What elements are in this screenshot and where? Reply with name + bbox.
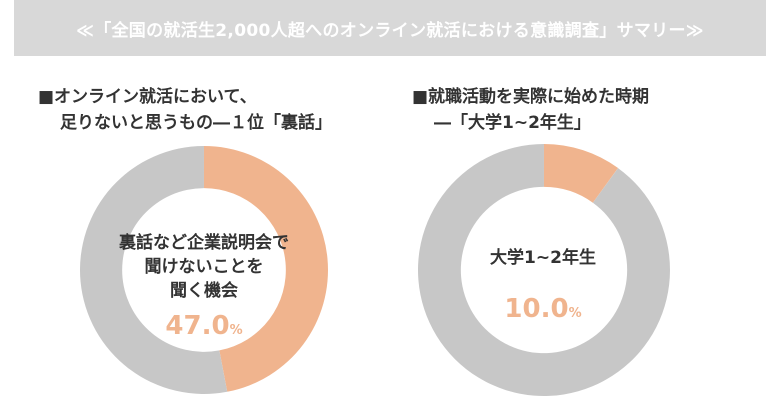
right-center-line-1: 大学1~2年生: [490, 248, 596, 268]
right-percentage-label: 10.0%: [432, 294, 654, 329]
left-percentage-value: 47.0: [165, 311, 230, 341]
left-percentage-unit: %: [229, 323, 243, 338]
left-center-line-1: 裏話など企業説明会で: [119, 233, 289, 253]
left-center-line-2: 聞けないことを: [144, 257, 264, 277]
left-chart-heading: ■オンライン就活において、 足りないと思うもの―１位「裏話」: [38, 84, 332, 136]
left-donut-chart: [79, 146, 329, 394]
right-heading-line-1: ■就職活動を実際に始めた時期: [412, 87, 650, 107]
right-percentage-unit: %: [568, 306, 582, 321]
right-percentage-value: 10.0: [504, 294, 569, 324]
left-chart-center-label: 裏話など企業説明会で 聞けないことを 聞く機会 47.0%: [96, 231, 312, 346]
left-center-line-3: 聞く機会: [170, 281, 238, 301]
remainder-slice: [79, 146, 228, 394]
remainder-slice: [418, 144, 670, 397]
highlight-slice: [544, 144, 619, 203]
banner-title: ≪「全国の就活生2,000人超へのオンライン就活における意識調査」サマリー≫: [76, 20, 704, 41]
right-donut-chart: [418, 144, 670, 397]
left-heading-line-2: 足りないと思うもの―１位「裏話」: [60, 113, 332, 133]
right-chart-center-label: 大学1~2年生 10.0%: [432, 246, 654, 329]
right-chart-heading: ■就職活動を実際に始めた時期 ―「大学1~2年生」: [412, 84, 649, 136]
right-heading-line-2: ―「大学1~2年生」: [434, 113, 591, 133]
summary-banner: ≪「全国の就活生2,000人超へのオンライン就活における意識調査」サマリー≫: [14, 0, 766, 56]
highlight-slice: [204, 146, 329, 392]
left-percentage-label: 47.0%: [96, 311, 312, 346]
left-heading-line-1: ■オンライン就活において、: [38, 87, 257, 107]
